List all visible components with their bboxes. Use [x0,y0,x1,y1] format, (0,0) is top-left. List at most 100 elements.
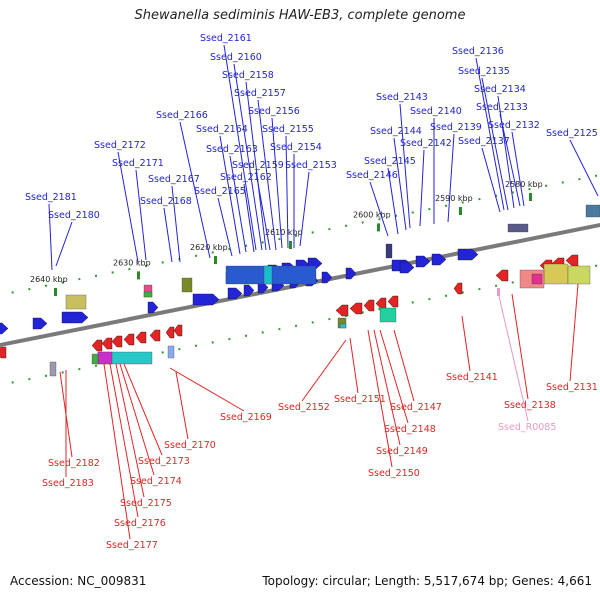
reverse-gene-label: Ssed_2141 [446,372,498,383]
forward-gene-leader [245,81,267,251]
rna-gene-leader [497,291,529,422]
genome-summary: Topology: circular; Length: 5,517,674 bp… [262,574,592,588]
forward-gene-label: Ssed_2160 [210,52,262,63]
reverse-gene-label: Ssed_2148 [384,424,436,435]
forward-gene-label: Ssed_2171 [112,158,164,169]
reverse-gene-leader [349,337,359,394]
reverse-gene-label: Ssed_2151 [334,394,386,405]
forward-gene-label: Ssed_2157 [234,88,286,99]
forward-gene-arrow [227,287,243,300]
forward-gene-label: Ssed_2144 [370,126,422,137]
reverse-gene-label: Ssed_2169 [220,412,272,423]
forward-gene-arrow [431,253,447,266]
forward-gene-label: Ssed_2158 [222,70,274,81]
reverse-gene-arrow [123,333,135,346]
reverse-gene-label: Ssed_2177 [106,540,158,551]
function-class-block [167,345,175,359]
ruler-tick [377,223,380,232]
forward-gene-leader [387,167,399,235]
forward-gene-label: Ssed_2180 [48,210,100,221]
forward-gene-label: Ssed_2132 [488,120,540,131]
forward-gene-leader [447,133,455,223]
function-class-block [97,351,113,365]
reverse-gene-leader [109,363,139,518]
forward-gene-label: Ssed_2168 [140,196,192,207]
ruler-tick-label: 2590 kbp [435,194,473,203]
forward-gene-label: Ssed_2163 [206,144,258,155]
forward-gene-label: Ssed_2146 [346,170,398,181]
function-class-block [339,323,347,329]
reverse-gene-leader [115,363,145,498]
forward-gene-arrow [147,301,159,314]
reverse-gene-arrow [453,282,463,295]
forward-gene-leader [55,221,73,267]
forward-gene-label: Ssed_2142 [400,138,452,149]
reverse-gene-arrow [165,326,175,339]
forward-gene-leader [257,99,277,251]
reverse-gene-leader [301,339,347,402]
reverse-gene-leader [379,329,409,424]
reverse-gene-label: Ssed_2176 [114,518,166,529]
reverse-gene-label: Ssed_2131 [546,382,598,393]
function-class-block [143,291,153,298]
reverse-gene-leader [373,329,401,446]
forward-gene-label: Ssed_2181 [25,192,77,203]
forward-gene-leader [223,44,257,251]
reverse-gene-label: Ssed_2150 [368,468,420,479]
ruler-tick [459,207,462,215]
forward-gene-label: Ssed_2167 [148,174,200,185]
forward-gene-leader [511,131,525,207]
forward-gene-arrow [399,261,415,274]
forward-gene-arrow [457,248,479,261]
reverse-gene-label: Ssed_2175 [120,498,172,509]
forward-gene-arrow [192,293,220,306]
function-class-block [263,265,273,285]
genome-backbone [0,222,600,348]
function-class-block [507,223,529,233]
reverse-gene-label: Ssed_2152 [278,402,330,413]
rna-gene-label: Ssed_R0085 [498,422,556,433]
forward-gene-leader [117,151,139,263]
function-class-block [49,361,57,377]
forward-gene-label: Ssed_2162 [220,172,272,183]
reverse-gene-leader [169,367,245,412]
reverse-gene-leader [569,283,579,382]
forward-gene-label: Ssed_2164 [196,124,248,135]
forward-gene-leader [419,149,425,227]
function-class-block [91,353,99,365]
forward-gene-leader [217,197,233,257]
forward-gene-leader [393,137,407,231]
forward-gene-leader [399,103,411,229]
reverse-gene-leader [119,363,155,476]
forward-gene-arrow [415,255,431,268]
forward-gene-label: Ssed_2143 [376,92,428,103]
forward-gene-leader [569,139,599,197]
reverse-gene-leader [123,363,163,456]
forward-gene-label: Ssed_2161 [200,33,252,44]
reverse-gene-arrow [0,346,7,359]
function-class-block [567,265,591,285]
forward-gene-label: Ssed_2125 [546,128,598,139]
forward-gene-leader [369,181,389,237]
accession-label: Accession: NC_009831 [10,574,147,588]
ruler-tick [54,288,57,296]
reverse-gene-leader [103,363,131,540]
forward-guide-track [0,173,600,297]
forward-gene-leader [497,95,515,209]
reverse-guide-track [0,263,600,387]
forward-gene-leader [233,63,263,251]
forward-gene-leader [163,207,173,263]
forward-gene-leader [48,203,53,271]
reverse-gene-label: Ssed_2173 [138,456,190,467]
forward-gene-leader [229,155,247,253]
ruler-tick-label: 2630 kbp [113,258,151,267]
forward-gene-label: Ssed_2156 [248,106,300,117]
reverse-gene-label: Ssed_2170 [164,440,216,451]
reverse-gene-arrow [111,335,123,348]
forward-gene-leader [135,169,147,261]
forward-gene-leader [171,185,181,263]
ruler-tick [214,256,217,264]
reverse-gene-arrow [173,324,183,337]
reverse-gene-arrow [375,297,387,310]
forward-gene-label: Ssed_2140 [410,106,462,117]
